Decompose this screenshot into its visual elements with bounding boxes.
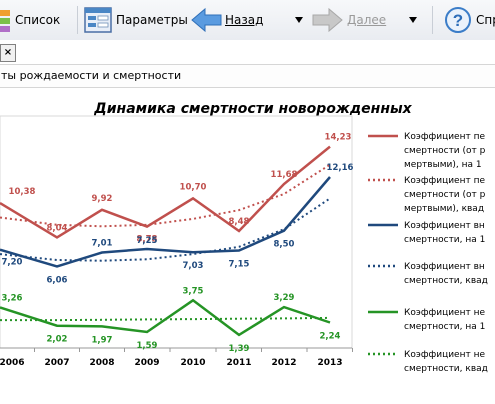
toolbar-separator xyxy=(432,6,433,34)
data-label: 8,48 xyxy=(229,217,250,227)
legend-entry: смертности, квад xyxy=(404,364,488,374)
data-label: 1,39 xyxy=(229,344,250,354)
report-title-bar: ты рождаемости и смертности xyxy=(0,64,495,88)
back-arrow-icon xyxy=(191,7,222,33)
back-button-label: Назад xyxy=(225,13,264,27)
x-tick-label: 2010 xyxy=(180,358,205,368)
data-label: 1,97 xyxy=(92,335,113,345)
chart-container: Динамика смертности новорожденных 2006 200… xyxy=(0,88,495,400)
data-label: 3,26 xyxy=(2,294,23,304)
legend-entry: Коэффициент не xyxy=(404,308,485,318)
data-label: 10,38 xyxy=(9,187,36,197)
x-tick-label: 2012 xyxy=(271,358,296,368)
data-label: 9,92 xyxy=(92,194,113,204)
caret-down-icon xyxy=(409,17,417,23)
series-line-2 xyxy=(0,176,331,268)
help-icon: ? xyxy=(445,7,471,33)
data-label: 8,50 xyxy=(274,240,295,250)
data-label: 7,01 xyxy=(92,239,113,249)
data-label: 14,23 xyxy=(325,133,352,143)
legend-entry: Коэффициент вн xyxy=(404,221,485,231)
chart-title: Динамика смертности новорожденных xyxy=(93,101,412,117)
forward-arrow-icon xyxy=(312,7,343,33)
x-tick-label: 2009 xyxy=(134,358,159,368)
x-tick-label: 2006 xyxy=(0,358,25,368)
parameters-button-label: Параметры xyxy=(116,13,188,27)
mortality-chart: Динамика смертности новорожденных 2006 200… xyxy=(0,101,488,374)
trendline-2 xyxy=(0,197,331,262)
data-label: 11,68 xyxy=(271,170,298,180)
x-tick-label: 2011 xyxy=(226,358,251,368)
legend-entry: Коэффициент пе xyxy=(404,132,485,142)
legend-entry: Коэффициент пе xyxy=(404,176,485,186)
data-label: 10,70 xyxy=(180,182,207,192)
help-button-label: Спр xyxy=(476,13,495,27)
data-label: 6,06 xyxy=(47,275,68,285)
close-tab-button[interactable]: × xyxy=(0,44,16,62)
legend-entry: смертности (от р xyxy=(404,146,486,156)
forward-button[interactable]: Далее xyxy=(312,4,386,36)
x-tick-label: 2007 xyxy=(44,358,69,368)
series-line-1 xyxy=(0,145,331,239)
data-label: 8,78 xyxy=(137,235,158,245)
forward-button-label: Далее xyxy=(347,13,387,27)
x-tick-label: 2013 xyxy=(317,358,342,368)
forward-dropdown[interactable] xyxy=(408,4,418,36)
series-line-3 xyxy=(0,298,331,337)
list-icon xyxy=(0,10,10,32)
data-label: 2,24 xyxy=(320,331,341,341)
data-label: 7,15 xyxy=(229,259,250,269)
data-label: 8,04 xyxy=(47,223,68,233)
list-button-label: Список xyxy=(15,13,61,27)
svg-text:?: ? xyxy=(453,11,463,30)
data-label: 7,20 xyxy=(2,258,23,268)
tab-strip xyxy=(0,40,495,66)
trendline-3 xyxy=(0,316,331,322)
legend-entry: смертности (от р xyxy=(404,190,486,200)
data-label: 3,29 xyxy=(274,293,295,303)
back-button[interactable]: Назад xyxy=(190,4,263,36)
help-button[interactable]: ? Спр xyxy=(444,4,495,36)
legend-entry: смертности, на 1 xyxy=(404,235,485,245)
list-button[interactable]: Список xyxy=(0,4,60,36)
parameters-button[interactable]: Параметры xyxy=(84,4,188,36)
report-title: ты рождаемости и смертности xyxy=(1,69,182,82)
trendline-1 xyxy=(0,163,331,228)
data-label: 12,16 xyxy=(327,163,354,173)
data-label: 1,59 xyxy=(137,341,158,351)
data-label: 3,75 xyxy=(183,286,204,296)
legend-entry: мертвыми), на 1 xyxy=(404,160,482,170)
parameters-icon xyxy=(84,7,112,33)
legend-entry: Коэффициент не xyxy=(404,350,485,360)
data-label: 2,02 xyxy=(47,335,68,345)
legend-entry: смертности, квад xyxy=(404,276,488,286)
toolbar-separator xyxy=(77,6,78,34)
x-tick-label: 2008 xyxy=(89,358,114,368)
data-label: 7,03 xyxy=(183,261,204,271)
legend-entry: Коэффициент вн xyxy=(404,262,485,272)
toolbar: Список Параметры Назад Далее xyxy=(0,0,495,40)
caret-down-icon xyxy=(295,17,303,23)
data-label: 7,25 xyxy=(137,236,158,246)
legend-entry: мертвыми), квад xyxy=(404,204,484,214)
legend-entry: смертности, на 1 xyxy=(404,322,485,332)
back-dropdown[interactable] xyxy=(294,4,304,36)
